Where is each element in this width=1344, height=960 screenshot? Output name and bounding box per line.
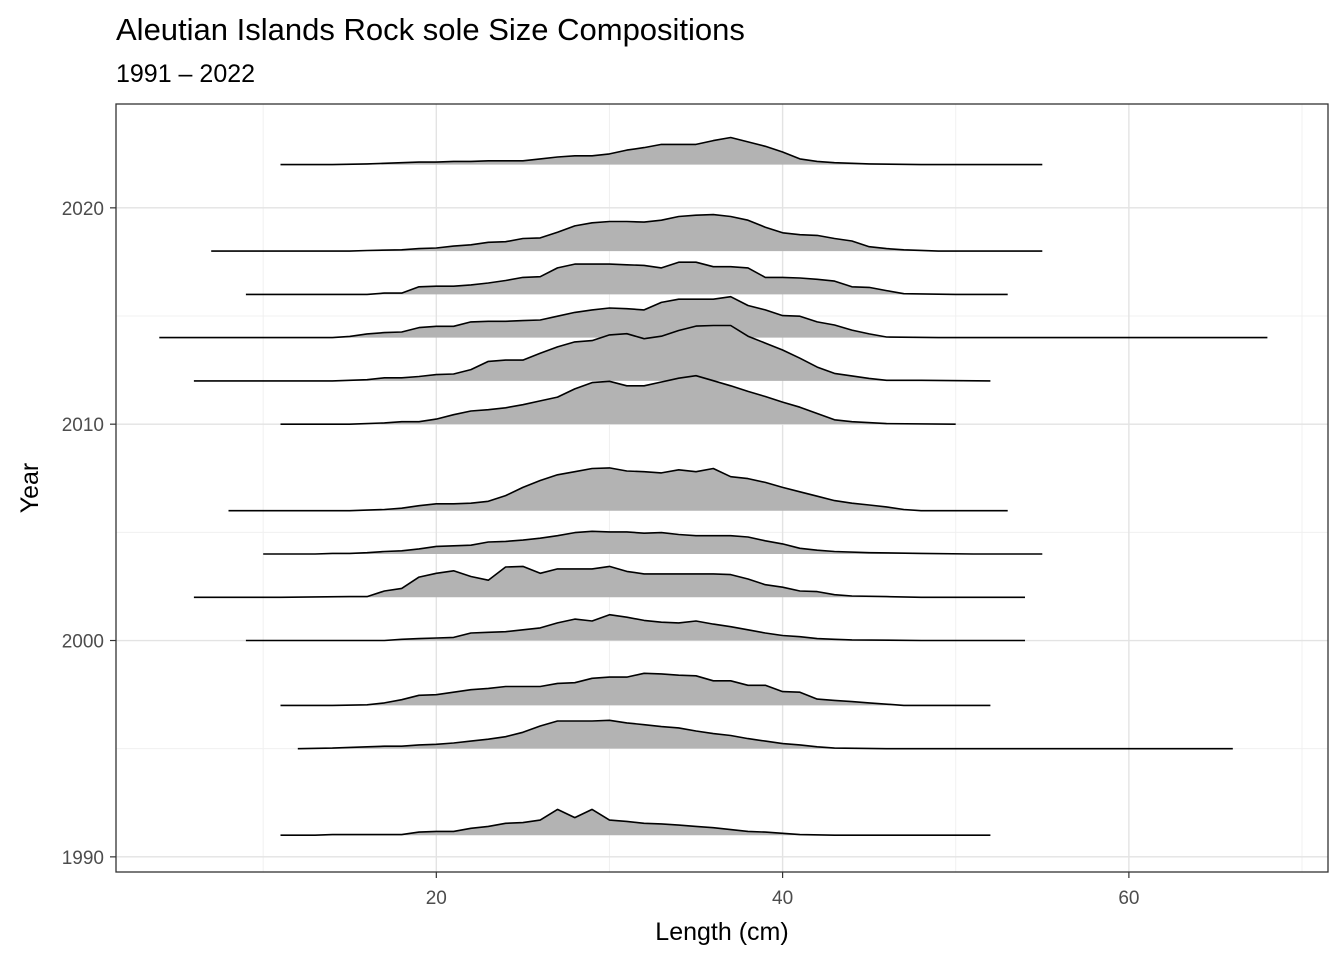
ridge-area-2000: [245, 614, 1025, 641]
ridge-line-2000: [245, 613, 1025, 642]
x-tick-label: 60: [1118, 888, 1139, 909]
ridge-area-1995: [297, 720, 1233, 749]
ridge-line-2002: [193, 565, 1025, 599]
y-tick-label: 2010: [62, 415, 104, 436]
y-tick-label: 1990: [62, 848, 104, 869]
chart-title: Aleutian Islands Rock sole Size Composit…: [116, 12, 745, 47]
ridge-area-2014: [159, 296, 1268, 338]
ridge-line-2012: [193, 324, 991, 382]
ridge-line-2006: [228, 467, 1008, 512]
ridge-area-2012: [193, 325, 991, 381]
ridge-line-2022: [280, 136, 1043, 166]
y-tick-label: 2020: [62, 199, 104, 220]
panel-border: [115, 103, 1329, 873]
ridge-line-2018: [211, 213, 1043, 252]
axis-ticks: 20 40 60 1990 2000 2010 2020: [62, 199, 1140, 909]
y-axis-title: Year: [16, 463, 44, 514]
ridge-area-2010: [280, 375, 956, 425]
x-axis-title: Length (cm): [655, 918, 788, 946]
chart-subtitle: 1991 – 2022: [116, 60, 256, 88]
ridge-line-1995: [297, 719, 1233, 750]
ridge-area-2022: [280, 137, 1043, 165]
ridge-series: [159, 136, 1268, 836]
ridge-area-2016: [245, 262, 1008, 295]
ridge-area-2018: [211, 214, 1043, 252]
ridge-area-1991: [280, 809, 991, 836]
ridge-area-2004: [263, 531, 1043, 554]
ridge-line-2004: [263, 530, 1043, 555]
ridge-area-2006: [228, 467, 1008, 511]
ridge-area-2002: [193, 566, 1025, 598]
ridge-line-1997: [280, 672, 991, 707]
ridge-line-1991: [280, 808, 991, 836]
ridge-line-2016: [245, 261, 1008, 296]
ridge-line-2010: [280, 374, 956, 425]
ridge-area-1997: [280, 673, 991, 706]
x-tick-label: 40: [772, 888, 793, 909]
y-tick-label: 2000: [62, 632, 104, 653]
ridge-line-2014: [159, 295, 1268, 339]
x-tick-label: 20: [426, 888, 447, 909]
